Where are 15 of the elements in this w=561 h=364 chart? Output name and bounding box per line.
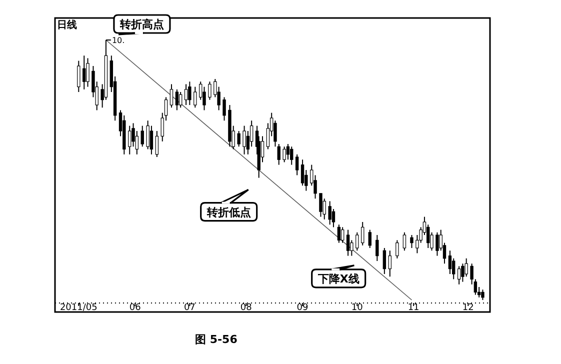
x-tick-label: 10 — [351, 303, 364, 313]
annotation: 下降X线 — [316, 272, 360, 286]
annotation: 转折低点 — [206, 206, 251, 219]
annotation: 转折高点 — [118, 18, 164, 31]
x-tick-label: 12 — [462, 303, 474, 313]
x-tick-label: 09 — [296, 303, 309, 313]
annotation: 10. — [112, 36, 125, 45]
x-tick-label: 06 — [129, 303, 142, 313]
annotation: 10. — [105, 36, 125, 45]
annotation: 图 5-56 — [195, 333, 238, 346]
x-tick-label: 08 — [240, 303, 252, 313]
x-tick-label: 2011/05 — [60, 303, 98, 313]
x-tick-label: 07 — [184, 303, 196, 313]
title: 日线 — [57, 20, 77, 31]
x-tick-label: 11 — [408, 303, 420, 313]
